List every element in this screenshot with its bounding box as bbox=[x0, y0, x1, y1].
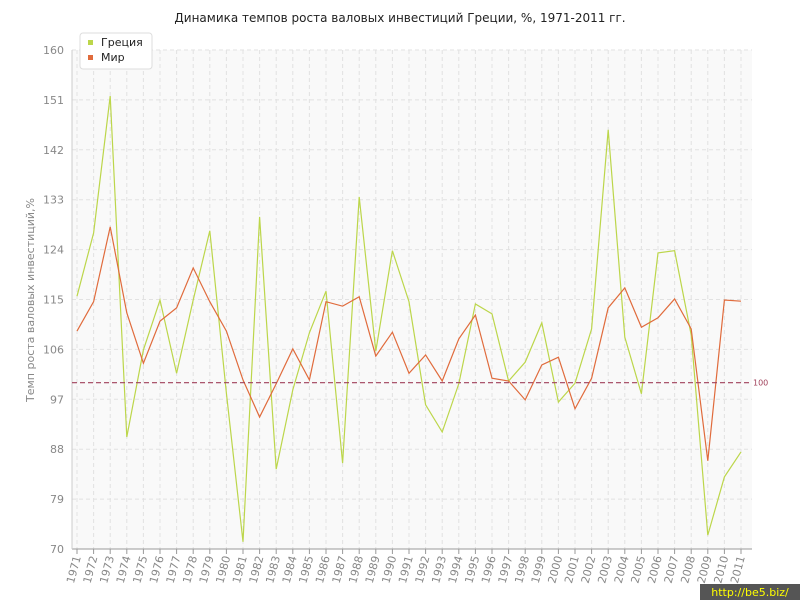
watermark: http://be5.biz/ bbox=[711, 586, 789, 599]
y-tick-label: 160 bbox=[43, 44, 64, 57]
legend-swatch bbox=[88, 55, 93, 60]
chart-title: Динамика темпов роста валовых инвестиций… bbox=[174, 11, 625, 25]
y-tick-label: 124 bbox=[43, 244, 64, 257]
legend-label: Греция bbox=[101, 36, 143, 49]
x-tick-label: 2011 bbox=[728, 554, 748, 584]
legend-swatch bbox=[88, 40, 93, 45]
y-tick-label: 70 bbox=[50, 543, 64, 556]
watermark-bg bbox=[700, 584, 800, 600]
y-tick-label: 79 bbox=[50, 493, 64, 506]
y-axis-label: Темп роста валовых инвестиций,% bbox=[24, 198, 37, 403]
y-tick-label: 106 bbox=[43, 343, 64, 356]
legend-label: Мир bbox=[101, 51, 125, 64]
legend-box bbox=[79, 32, 153, 70]
y-tick-label: 115 bbox=[43, 294, 64, 307]
series-line bbox=[76, 95, 742, 542]
y-tick-label: 151 bbox=[43, 94, 64, 107]
y-tick-label: 133 bbox=[43, 194, 64, 207]
y-tick-label: 88 bbox=[50, 443, 64, 456]
reference-label: 100 bbox=[753, 379, 768, 388]
series-line bbox=[76, 226, 742, 461]
y-tick-label: 142 bbox=[43, 144, 64, 157]
y-tick-label: 97 bbox=[50, 393, 64, 406]
